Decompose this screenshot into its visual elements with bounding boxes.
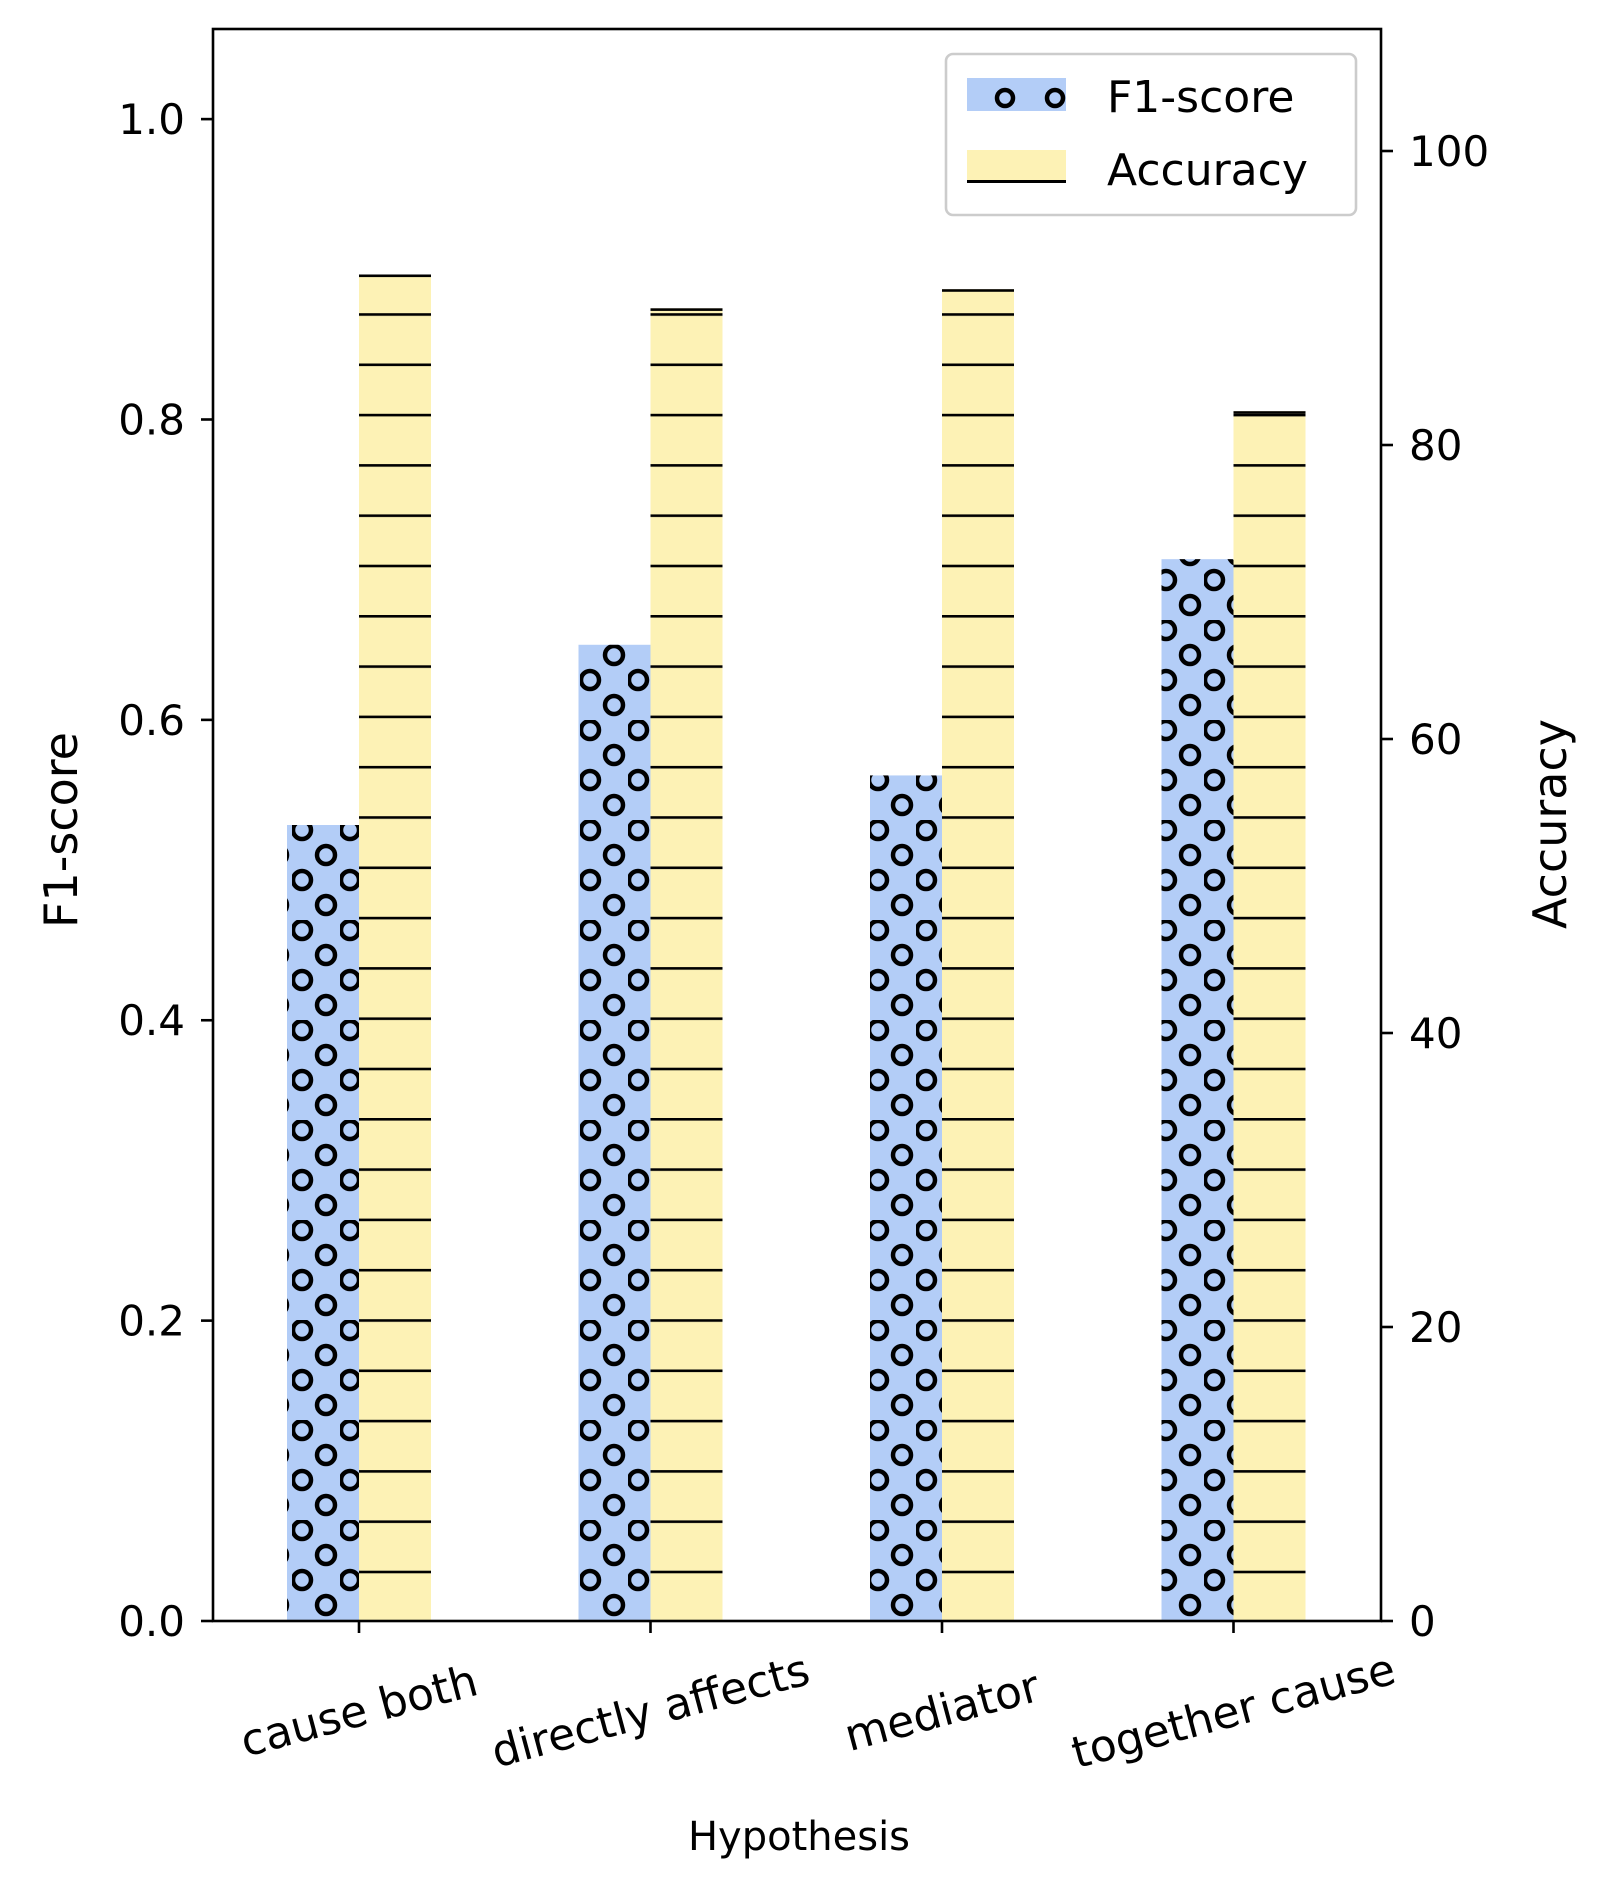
x-tick-label: directly affects <box>486 1645 815 1779</box>
legend: F1-score Accuracy <box>944 52 1358 217</box>
left-tick-label: 0.2 <box>118 1297 185 1346</box>
legend-entry-f1-score: F1-score <box>967 72 1294 123</box>
x-axis-label: Hypothesis <box>688 1814 910 1860</box>
bar-hatch <box>359 274 431 1621</box>
bar-f1-score-cause-both <box>287 825 359 1621</box>
bar-top-line <box>650 308 723 311</box>
bar-accuracy-together-cause <box>1233 411 1306 1621</box>
left-tick-label: 0.0 <box>118 1597 185 1646</box>
bar-f1-score-together-cause <box>1161 559 1234 1621</box>
plot-frame <box>211 27 1383 1623</box>
f1-score-bars <box>287 559 1234 1621</box>
bar-top-line <box>1233 411 1306 414</box>
x-axis: cause both directly affects mediator togeth… <box>235 1621 1401 1779</box>
bar-accuracy-cause-both <box>359 274 431 1621</box>
legend-entry-accuracy: Accuracy <box>967 145 1308 196</box>
right-axis: 0 20 40 60 80 100 <box>1381 127 1489 1646</box>
x-tick-label: together cause <box>1066 1644 1400 1779</box>
legend-label-accuracy: Accuracy <box>1107 145 1308 196</box>
legend-swatch-circle <box>994 87 1016 109</box>
bar-accuracy-mediator <box>942 289 1014 1621</box>
right-tick-label: 40 <box>1409 1009 1462 1058</box>
left-tick-label: 0.6 <box>118 696 185 745</box>
left-tick-label: 0.4 <box>118 996 185 1045</box>
right-tick-label: 20 <box>1409 1303 1462 1352</box>
bar-hatch <box>287 825 359 1621</box>
right-tick-label: 80 <box>1409 421 1462 470</box>
legend-swatch-circle <box>1044 87 1066 109</box>
bar-accuracy-directly-affects <box>650 308 723 1621</box>
bar-f1-score-mediator <box>870 775 942 1621</box>
bar-hatch <box>1161 559 1234 1621</box>
x-tick-label: cause both <box>235 1655 483 1767</box>
bar-hatch <box>1233 411 1306 1621</box>
x-tick-label: mediator <box>839 1661 1046 1762</box>
bar-f1-score-directly-affects <box>578 644 651 1621</box>
legend-swatch-line <box>967 180 1066 183</box>
left-axis: 0.0 0.2 0.4 0.6 0.8 1.0 <box>118 95 213 1646</box>
bar-hatch <box>942 289 1014 1621</box>
bar-hatch <box>870 775 942 1621</box>
bar-hatch <box>650 308 723 1621</box>
right-tick-label: 0 <box>1409 1597 1436 1646</box>
left-axis-label: F1-score <box>34 732 88 928</box>
bar-top-line <box>359 274 431 278</box>
bar-hatch <box>578 644 651 1621</box>
right-tick-label: 100 <box>1409 127 1489 176</box>
legend-swatch-accuracy <box>967 150 1066 183</box>
bar-top-line <box>942 289 1014 292</box>
left-tick-label: 1.0 <box>118 95 185 144</box>
accuracy-bars <box>359 274 1306 1621</box>
legend-label-f1-score: F1-score <box>1107 72 1294 123</box>
right-tick-label: 60 <box>1409 715 1462 764</box>
right-axis-label: Accuracy <box>1523 719 1577 929</box>
left-tick-label: 0.8 <box>118 395 185 444</box>
bars-layer <box>287 274 1306 1621</box>
